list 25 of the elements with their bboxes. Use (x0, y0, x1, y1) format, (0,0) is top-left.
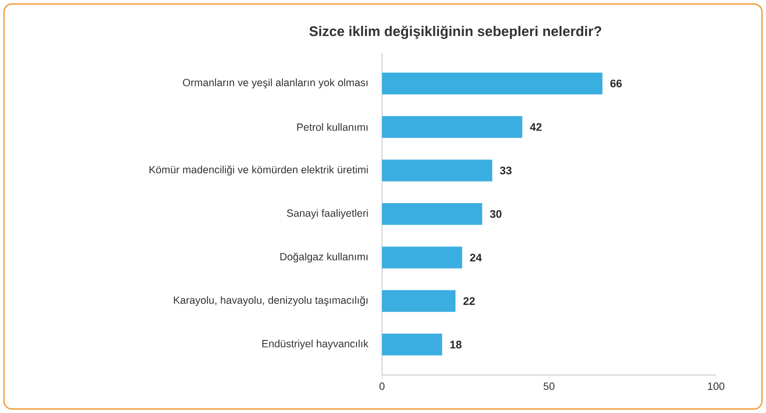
y-tick-label: Karayolu, havayolu, denizyolu taşımacılığı (174, 296, 368, 306)
bar (382, 160, 492, 182)
data-label: 24 (470, 254, 482, 262)
bar (382, 203, 482, 225)
y-tick-label: Kömür madenciliği ve kömürden elektrik üretimi (150, 166, 368, 176)
x-tick-label: 0 (380, 382, 384, 390)
bar (382, 246, 462, 268)
y-tick-label: Doğalgaz kullanımı (280, 252, 368, 262)
bar (382, 116, 522, 138)
data-label: 33 (500, 166, 512, 174)
data-label: 22 (463, 297, 475, 305)
x-tick-label: 50 (544, 382, 554, 390)
data-label: 42 (530, 123, 542, 131)
data-label: 30 (490, 210, 502, 218)
bar (382, 334, 442, 356)
chart-title: Sizce iklim değişikliğinin sebepleri nelerdir? (309, 26, 602, 39)
bar (382, 290, 456, 312)
y-tick-label: Sanayi faaliyetleri (286, 209, 368, 219)
x-tick-label: 100 (708, 382, 724, 390)
bar (382, 72, 602, 94)
y-tick-label: Petrol kullanımı (297, 123, 368, 131)
data-label: 66 (610, 80, 622, 88)
data-label: 18 (450, 340, 462, 348)
y-tick-label: Endüstriyel hayvancılık (262, 340, 368, 350)
y-tick-label: Ormanların ve yeşil alanların yok olması (182, 78, 368, 88)
